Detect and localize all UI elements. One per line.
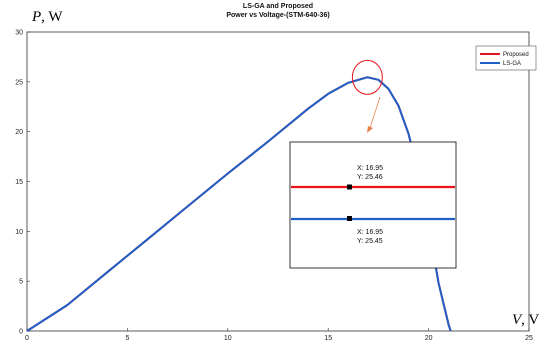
y-axis-label: P, W bbox=[31, 9, 63, 25]
inset-marker-proposed bbox=[347, 184, 352, 190]
y-axis-label-symbol: P bbox=[31, 9, 41, 25]
legend-label-proposed: Proposed bbox=[503, 52, 529, 58]
zoom-inset: X: 16.95 Y: 25.46 X: 16.95 Y: 25.45 bbox=[289, 141, 457, 269]
x-axis-label-symbol: V bbox=[512, 312, 523, 328]
legend: Proposed LS-GA bbox=[475, 45, 537, 71]
inset-box bbox=[289, 141, 457, 269]
x-tick-label: 0 bbox=[25, 335, 29, 342]
datatip-proposed-y: Y: 25.46 bbox=[357, 174, 383, 181]
y-tick-label: 0 bbox=[19, 329, 23, 336]
x-tick-label: 25 bbox=[525, 335, 533, 342]
axes bbox=[26, 31, 530, 332]
zoom-arrow bbox=[369, 96, 381, 129]
zoom-arrowhead bbox=[367, 126, 373, 133]
y-tick-label: 25 bbox=[15, 79, 23, 86]
datatip-lsga-y: Y: 25.45 bbox=[357, 238, 383, 245]
x-tick-label: 10 bbox=[224, 335, 232, 342]
inset-marker-lsga bbox=[347, 216, 352, 221]
x-axis-label: V, V bbox=[512, 312, 539, 328]
x-tick-label: 20 bbox=[425, 335, 433, 342]
y-tick-label: 20 bbox=[15, 129, 23, 136]
peak-highlight-circle bbox=[351, 59, 383, 95]
x-tick-label: 5 bbox=[125, 335, 129, 342]
x-axis-label-unit: , V bbox=[521, 312, 539, 328]
legend-label-lsga: LS-GA bbox=[503, 61, 521, 67]
x-tick-label: 15 bbox=[324, 335, 332, 342]
y-axis-label-unit: , W bbox=[41, 9, 63, 25]
chart-title: LS-GA and Proposed bbox=[243, 3, 313, 10]
datatip-proposed-x: X: 16.95 bbox=[357, 165, 383, 172]
datatip-lsga-x: X: 16.95 bbox=[357, 229, 383, 236]
legend-box bbox=[475, 45, 537, 71]
y-tick-label: 30 bbox=[15, 30, 23, 37]
y-tick-label: 10 bbox=[15, 229, 23, 236]
y-tick-label: 15 bbox=[15, 179, 23, 186]
chart-subtitle: Power vs Voltage-(STM-640-36) bbox=[226, 12, 329, 19]
y-tick-label: 5 bbox=[19, 279, 23, 286]
tick-labels: 0 5 10 15 20 25 0 5 10 15 20 25 30 bbox=[15, 30, 533, 343]
